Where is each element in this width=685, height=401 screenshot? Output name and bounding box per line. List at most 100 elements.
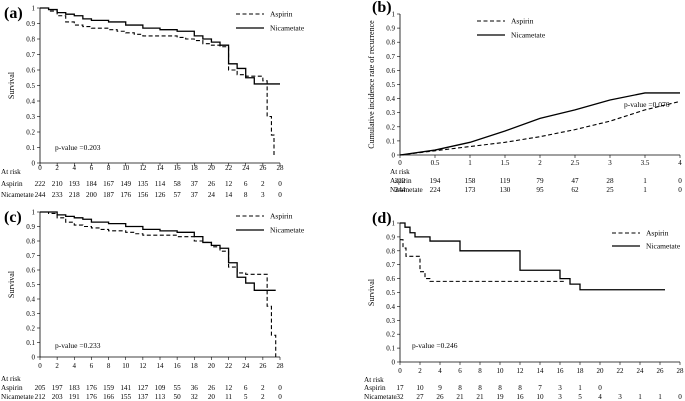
y-tick-label: 0.5 (386, 289, 395, 297)
at-risk-count: 149 (120, 180, 131, 188)
p-value: p-value =0.076 (624, 100, 670, 109)
x-tick-label: 22 (225, 362, 233, 370)
y-tick-label: 0.9 (386, 233, 395, 241)
at-risk-count: 159 (103, 384, 114, 392)
y-tick-label: 0.9 (386, 25, 395, 33)
chart-panel: (a)00.10.20.30.40.50.60.70.80.910 2 4 6 8 10 1… (1, 5, 305, 200)
y-tick-label: 0 (32, 354, 36, 362)
y-tick-label: 0.8 (386, 247, 395, 255)
y-tick-label: 0.4 (386, 95, 395, 103)
at-risk-count: 26 (436, 393, 444, 401)
at-risk-count: 8 (518, 384, 522, 392)
at-risk-count: 11 (225, 393, 232, 401)
x-tick-label: 20 (208, 362, 216, 370)
at-risk-count: 203 (52, 393, 63, 401)
x-tick-label: 6 (458, 367, 462, 375)
x-tick-label: 24 (637, 367, 645, 375)
at-risk-row-label: Aspirin (1, 384, 23, 392)
at-risk-count: 32 (191, 393, 199, 401)
at-risk-count: 14 (225, 191, 233, 199)
y-tick-label: 0 (392, 152, 396, 160)
at-risk-count: 12 (225, 180, 233, 188)
y-tick-label: 0.6 (386, 67, 395, 75)
y-tick-label: 0.3 (386, 317, 395, 325)
at-risk-count: 222 (395, 177, 406, 185)
x-tick-label: 8 (107, 164, 111, 172)
at-risk-count: 119 (500, 177, 511, 185)
at-risk-count: 183 (69, 384, 80, 392)
y-tick-label: 0.5 (26, 281, 35, 289)
y-tick-label: 0.2 (386, 123, 395, 131)
at-risk-count: 3 (558, 393, 562, 401)
y-tick-label: 0.2 (26, 129, 35, 137)
at-risk-count: 135 (137, 180, 148, 188)
y-tick-label: 0.3 (386, 109, 395, 117)
at-risk-count: 233 (52, 191, 63, 199)
at-risk-count: 212 (35, 393, 46, 401)
x-tick-label: 16 (557, 367, 565, 375)
x-tick-label: 10 (122, 362, 130, 370)
y-tick-label: 0.4 (26, 296, 35, 304)
at-risk-count: 200 (86, 191, 97, 199)
at-risk-count: 210 (52, 180, 63, 188)
y-tick-label: 0.8 (386, 39, 395, 47)
at-risk-count: 3 (261, 191, 265, 199)
y-axis-title: Cumulative incidence rate of recurrence (367, 20, 376, 149)
y-tick-label: 0.2 (26, 325, 35, 333)
x-tick-label: 20 (597, 367, 605, 375)
at-risk-count: 6 (244, 384, 248, 392)
at-risk-count: 5 (578, 393, 582, 401)
at-risk-count: 3 (558, 384, 562, 392)
at-risk-count: 36 (191, 384, 199, 392)
legend-label: Aspirin (646, 229, 669, 238)
at-risk-count: 0 (678, 393, 682, 401)
at-risk-count: 0 (278, 393, 282, 401)
series-line-aspirin (400, 239, 565, 282)
chart-panel: (b) 0 0.1 0.2 0.3 0.4 0.5 0.6 0.7 0.8 0.9 1 0 0.5 1 1.5… (367, 0, 682, 194)
at-risk-count: 0 (278, 191, 282, 199)
x-tick-label: 1.5 (501, 159, 510, 167)
legend-label: Nicametate (646, 242, 681, 251)
chart-panel: (c)00.10.20.30.40.50.60.70.80.910 2 4 6 8 10 1… (1, 209, 305, 401)
series-line-nicametate (40, 7, 280, 85)
at-risk-count: 8 (244, 191, 248, 199)
at-risk-count: 193 (69, 180, 80, 188)
y-tick-label: 0.1 (26, 339, 35, 347)
at-risk-count: 141 (120, 384, 131, 392)
x-tick-label: 16 (174, 164, 182, 172)
at-risk-count: 1 (658, 393, 662, 401)
p-value: p-value =0.203 (55, 143, 101, 152)
chart-panel: (d)00.10.20.30.40.50.60.70.80.910 2 4 6 8 10 1… (364, 210, 684, 401)
at-risk-count: 1 (638, 393, 642, 401)
legend-label: Aspirin (270, 212, 293, 221)
at-risk-count: 194 (430, 177, 441, 185)
at-risk-count: 2 (261, 393, 265, 401)
y-tick-label: 1 (32, 5, 36, 13)
y-tick-label: 0.5 (386, 81, 395, 89)
at-risk-count: 176 (120, 191, 131, 199)
x-tick-label: 14 (537, 367, 545, 375)
x-tick-label: 12 (517, 367, 525, 375)
y-tick-label: 0.3 (26, 113, 35, 121)
y-axis-title: Survival (7, 71, 16, 99)
at-risk-count: 130 (500, 186, 511, 194)
at-risk-row-label: Nicametate (364, 393, 397, 401)
at-risk-count: 57 (174, 191, 182, 199)
at-risk-count: 20 (208, 393, 216, 401)
at-risk-count: 62 (571, 186, 579, 194)
at-risk-row-label: Nicametate (1, 393, 34, 401)
x-tick-label: 4 (73, 362, 77, 370)
panel-label: (a) (4, 5, 23, 22)
p-value: p-value =0.233 (55, 341, 101, 350)
at-risk-count: 126 (155, 191, 166, 199)
at-risk-count: 166 (103, 393, 114, 401)
x-tick-label: 24 (242, 362, 250, 370)
x-tick-label: 0 (398, 367, 402, 375)
x-tick-label: 4 (73, 164, 77, 172)
at-risk-count: 6 (244, 180, 248, 188)
x-tick-label: 0 (38, 164, 42, 172)
at-risk-count: 4 (598, 393, 602, 401)
at-risk-count: 176 (86, 393, 97, 401)
x-tick-label: 0.5 (431, 159, 440, 167)
